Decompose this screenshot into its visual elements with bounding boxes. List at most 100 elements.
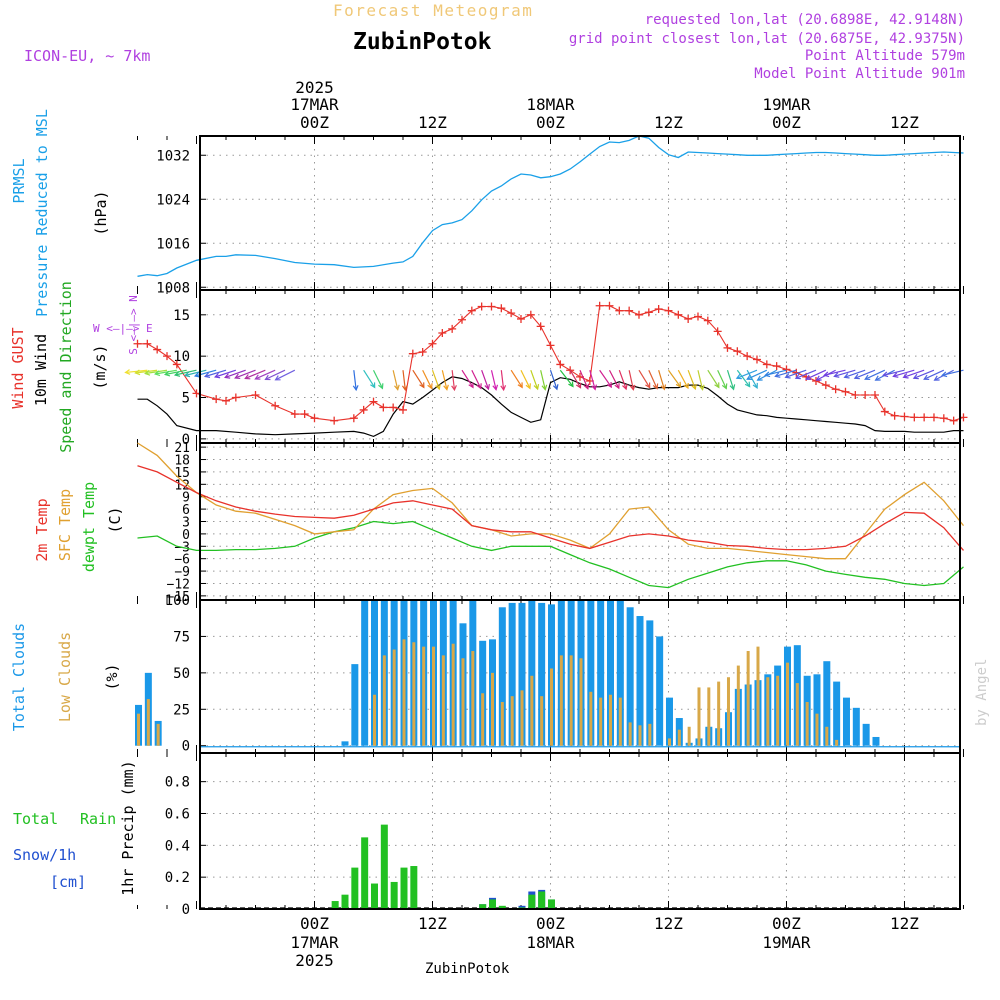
rain-bar — [479, 904, 487, 909]
wind-arrowhead — [568, 381, 574, 388]
wind-arrowhead — [606, 381, 612, 389]
wind-direction-arrow — [265, 369, 286, 380]
closest-coords: grid point closest lon,lat (20.6875E, 42… — [569, 31, 965, 47]
wind-gust-marker — [929, 413, 938, 422]
wind-arrowhead — [274, 375, 281, 381]
total-cloud-bar — [872, 736, 880, 746]
low-cloud-bar — [815, 713, 819, 746]
y-tick-label: 0 — [182, 432, 190, 448]
wind-arrowhead — [784, 373, 791, 379]
compass-ns: S <—|—> N — [127, 295, 140, 355]
wind-direction-arrow — [441, 370, 448, 390]
wind-gust-marker — [595, 301, 604, 310]
wind-arrowhead — [645, 382, 651, 389]
wind-gust-marker — [821, 381, 830, 390]
low-cloud-bar — [451, 643, 455, 746]
wind-arrowhead — [629, 384, 636, 391]
low-cloud-bar — [717, 681, 721, 746]
wind-gust-marker — [163, 352, 172, 361]
wind-arrowhead — [224, 373, 231, 379]
total-cloud-bar — [528, 600, 536, 746]
dewpoint-line — [137, 520, 964, 589]
wind-direction-arrow — [707, 369, 720, 388]
wind-gust-marker — [457, 315, 466, 324]
wind-arrowhead — [163, 370, 171, 377]
wind-direction-arrow — [471, 369, 482, 389]
wind-direction-arrow — [726, 370, 735, 390]
wind-arrowhead — [675, 381, 682, 388]
wind-arrowhead — [746, 374, 753, 380]
wind-direction-arrow — [125, 369, 148, 374]
wind-gust-marker — [516, 314, 525, 323]
wind-gust-marker — [644, 308, 653, 317]
wind-gust-marker — [369, 397, 378, 406]
wind-gust-marker — [900, 412, 909, 421]
wind-direction-arrow — [628, 370, 634, 390]
wind-direction-arrow — [165, 369, 187, 376]
total-cloud-bar — [665, 697, 673, 746]
top-hour-label: 12Z — [890, 113, 919, 132]
wind-direction-arrow — [135, 369, 158, 374]
total-cloud-bar — [370, 600, 378, 746]
wind-direction-arrow — [184, 369, 207, 377]
wind-direction-arrow — [353, 370, 357, 390]
wind-direction-arrow — [913, 369, 935, 379]
low-cloud-bar — [559, 655, 563, 746]
wind-direction-arrow — [569, 369, 582, 389]
wind-gust-marker — [172, 360, 181, 369]
y-tick-label: 1032 — [156, 148, 190, 164]
wind-arrowhead — [892, 372, 899, 378]
wind-speed-direction-label: Speed and Direction — [57, 281, 75, 453]
wind-arrowhead — [714, 382, 720, 389]
rain-bar — [400, 867, 408, 909]
wind-arrowhead — [525, 383, 531, 390]
bottom-hour-label: 00Z — [536, 914, 565, 933]
wind-direction-arrow — [589, 370, 596, 390]
rain-bar — [538, 891, 546, 909]
wind-arrowhead — [744, 381, 751, 388]
y-tick-label: 6 — [182, 503, 190, 518]
wind-gust-marker — [212, 395, 221, 404]
wind-arrowhead — [721, 383, 728, 390]
bottom-hour-label: 12Z — [890, 914, 919, 933]
low-cloud-bar — [461, 658, 465, 746]
low-cloud-bar — [500, 702, 504, 746]
total-cloud-bar — [597, 600, 605, 746]
wind-arrowhead — [401, 385, 408, 392]
low-cloud-bar — [530, 675, 534, 746]
wind-arrowhead — [912, 373, 919, 380]
wind-arrowhead — [853, 373, 860, 380]
wind-direction-arrow — [461, 369, 474, 388]
rain-bar — [410, 866, 418, 909]
total-cloud-bar — [351, 664, 359, 746]
low-cloud-bar — [618, 697, 622, 746]
total-cloud-bar — [636, 616, 644, 746]
low-cloud-bar — [687, 726, 691, 746]
wind-direction-arrow — [844, 369, 866, 378]
total-cloud-bar — [361, 600, 369, 746]
y-tick-label: 3 — [182, 516, 190, 531]
wind-direction-arrow — [736, 369, 751, 387]
wind-arrowhead — [774, 372, 781, 378]
wind-gust-marker — [743, 352, 752, 361]
wind-direction-arrow — [490, 370, 497, 390]
wind-gust-marker — [408, 349, 417, 358]
rain-bar — [341, 894, 349, 909]
low-cloud-bar — [667, 738, 671, 746]
wind-gust-marker — [418, 348, 427, 357]
total-label: Total — [13, 810, 58, 828]
rain-bar — [528, 894, 536, 909]
wind-gust-marker — [349, 414, 358, 423]
wind-arrowhead — [500, 385, 507, 392]
wind-direction-arrow — [677, 369, 689, 389]
forecast-title: Forecast Meteogram — [333, 1, 533, 20]
low-cloud-bar — [648, 723, 652, 746]
rain-bar — [390, 881, 398, 909]
low-cloud-bar — [549, 668, 553, 746]
point-altitude: Point Altitude 579m — [805, 48, 965, 64]
wind-direction-arrow — [903, 369, 925, 378]
sfc-temp-line — [137, 442, 965, 560]
rain-bar — [380, 824, 388, 909]
wind-direction-arrow — [363, 369, 376, 388]
wind-gust-marker — [625, 306, 634, 315]
